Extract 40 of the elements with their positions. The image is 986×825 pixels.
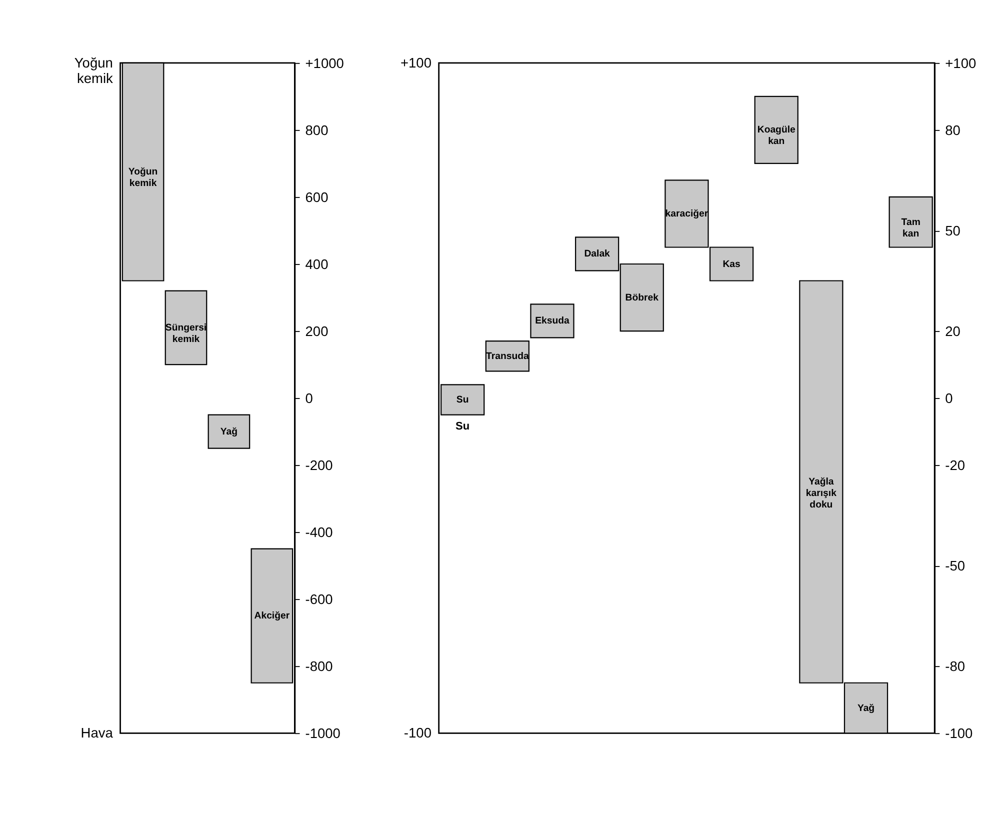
bar [164,290,208,366]
x-tick-label: Tam kan [901,216,920,240]
x-tick-label: Yağla karışık doku [806,476,838,511]
x-tick-label: Dalak [584,248,611,260]
y-tick-label: -20 [945,458,966,474]
y-tick-label: 20 [945,324,961,340]
x-tick-label: Kas [722,258,740,270]
y-tick-label: 400 [305,257,329,272]
bar [208,414,250,449]
y-tick-label: 600 [305,190,329,206]
y-tick-label: +1000 [305,56,344,71]
y-tick-label: -800 [305,659,334,674]
x-tick-label: Yağ [220,426,238,438]
y-tick-label: 200 [305,324,329,340]
text: Hava [80,726,114,741]
x-tick-label: Yağ [857,702,875,714]
y-tick-label: -50 [945,558,966,574]
x-tick-label: Eksuda [535,316,570,327]
text: +100 [400,56,432,71]
y-tick-label: 0 [305,391,314,406]
y-tick-label: -400 [305,525,334,540]
y-tick-label: -80 [945,659,966,674]
y-tick-label: 50 [945,224,961,239]
y-tick-label: +100 [945,56,976,71]
bar [530,304,574,338]
bar [754,96,798,164]
text: -100 [404,726,432,741]
y-tick-label: -200 [305,458,334,474]
x-tick-label: Akciğer [254,610,290,622]
y-tick-label: -100 [945,726,974,742]
x-tick-label: Koagüle kan [757,124,796,148]
y-tick-label: 0 [945,391,954,406]
text: Yoğun kemik [74,56,114,86]
bar [440,384,485,416]
y-tick-label: -1000 [305,726,341,742]
y-tick-label: -600 [305,592,334,608]
annotation: Su [456,420,470,432]
y-tick-label: 80 [945,123,961,138]
y-tick-label: 800 [305,123,329,138]
x-tick-label: Böbrek [625,292,660,304]
